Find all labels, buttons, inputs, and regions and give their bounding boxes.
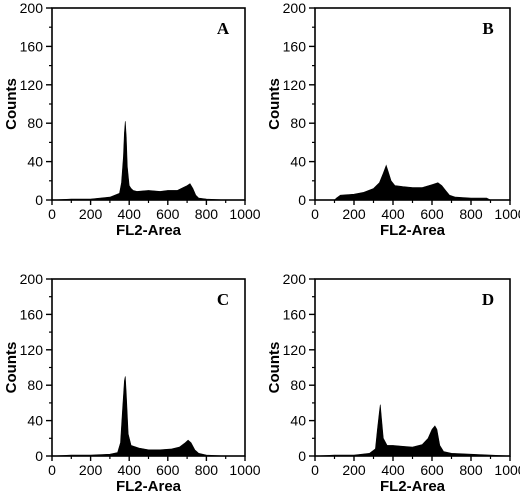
x-tick-label-a: 0 <box>48 206 56 222</box>
y-tick-label-d: 160 <box>283 306 307 322</box>
x-tick-label-d: 400 <box>381 462 405 478</box>
y-tick-label-a: 0 <box>35 192 43 208</box>
y-tick-label-c: 120 <box>20 342 44 358</box>
x-tick-label-c: 200 <box>79 462 103 478</box>
x-axis-title-a: FL2-Area <box>116 222 182 239</box>
y-tick-label-c: 80 <box>27 377 43 393</box>
x-axis-title-c: FL2-Area <box>116 478 182 492</box>
panel-label-c: C <box>217 290 229 309</box>
x-tick-label-b: 600 <box>420 206 444 222</box>
y-tick-label-b: 160 <box>283 38 307 54</box>
y-tick-label-b: 40 <box>290 154 306 170</box>
panel-label-a: A <box>217 19 230 38</box>
x-tick-label-c: 600 <box>156 462 180 478</box>
y-tick-label-c: 200 <box>20 271 44 287</box>
x-tick-label-a: 400 <box>118 206 142 222</box>
y-tick-label-b: 0 <box>298 192 306 208</box>
y-tick-label-d: 40 <box>290 413 306 429</box>
panel-a: 0 200 400 600 800 1000 0 40 80 120 160 200 FL2-Area C… <box>3 0 261 239</box>
x-axis-title-b: FL2-Area <box>380 222 446 239</box>
x-tick-label-b: 1000 <box>494 206 520 222</box>
x-tick-label-d: 1000 <box>494 462 520 478</box>
y-tick-label-b: 80 <box>290 115 306 131</box>
panel-label-d: D <box>482 290 494 309</box>
x-tick-label-a: 1000 <box>229 206 260 222</box>
y-tick-label-d: 120 <box>283 342 307 358</box>
y-tick-label-a: 160 <box>20 38 44 54</box>
histogram-b <box>315 164 510 201</box>
histogram-a <box>51 121 245 201</box>
y-tick-label-b: 120 <box>283 77 307 93</box>
histogram-d <box>314 404 511 457</box>
y-axis-title-b: Counts <box>266 78 283 130</box>
x-tick-label-a: 200 <box>79 206 103 222</box>
y-tick-label-c: 0 <box>35 448 43 464</box>
panel-label-b: B <box>482 19 493 38</box>
plot-frame-b <box>314 7 511 201</box>
x-tick-label-d: 0 <box>311 462 319 478</box>
x-tick-label-d: 600 <box>420 462 444 478</box>
y-tick-label-d: 0 <box>298 448 306 464</box>
x-tick-label-d: 200 <box>342 462 366 478</box>
x-tick-label-b: 400 <box>381 206 405 222</box>
y-axis-title-c: Counts <box>3 342 20 394</box>
x-tick-label-b: 0 <box>311 206 319 222</box>
y-tick-label-a: 200 <box>20 0 44 16</box>
x-tick-label-b: 800 <box>459 206 483 222</box>
y-tick-label-d: 200 <box>283 271 307 287</box>
y-tick-label-d: 80 <box>290 377 306 393</box>
histogram-c <box>51 376 245 457</box>
x-tick-label-b: 200 <box>342 206 366 222</box>
y-tick-label-a: 80 <box>27 115 43 131</box>
panel-d: 0 200 400 600 800 1000 0 40 80 120 160 200 FL2-Area C… <box>266 271 520 492</box>
x-tick-label-c: 800 <box>195 462 219 478</box>
panel-c: 0 200 400 600 800 1000 0 40 80 120 160 200 FL2-Area C… <box>3 271 261 492</box>
y-tick-label-c: 40 <box>27 413 43 429</box>
y-tick-label-c: 160 <box>20 306 44 322</box>
x-tick-label-a: 600 <box>156 206 180 222</box>
x-axis-title-d: FL2-Area <box>380 478 446 492</box>
x-tick-label-d: 800 <box>459 462 483 478</box>
y-axis-title-d: Counts <box>266 342 283 394</box>
y-tick-label-b: 200 <box>283 0 307 16</box>
x-tick-label-a: 800 <box>195 206 219 222</box>
y-axis-title-a: Counts <box>3 78 20 130</box>
y-tick-label-a: 120 <box>20 77 44 93</box>
panel-b: 0 200 400 600 800 1000 0 40 80 120 160 200 FL2-Area C… <box>266 0 520 239</box>
y-tick-label-a: 40 <box>27 154 43 170</box>
x-tick-label-c: 1000 <box>229 462 260 478</box>
x-tick-label-c: 0 <box>48 462 56 478</box>
x-tick-label-c: 400 <box>118 462 142 478</box>
plot-frame-d <box>314 278 511 457</box>
